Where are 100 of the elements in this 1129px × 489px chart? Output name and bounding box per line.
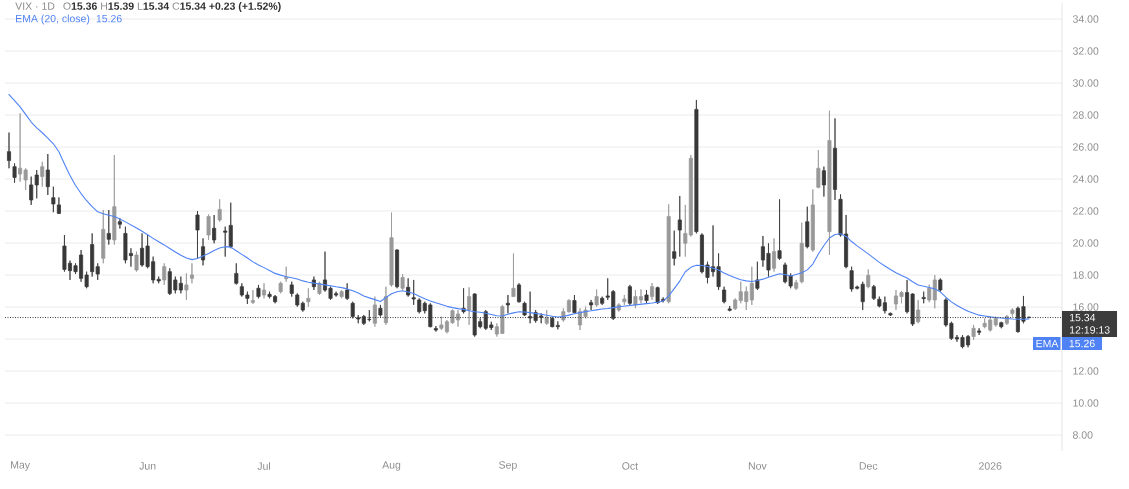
candlestick — [201, 237, 206, 266]
candlestick — [971, 324, 976, 341]
y-tick-label: 20.00 — [1073, 239, 1099, 247]
candlestick — [234, 262, 239, 285]
x-tick-label: Dec — [859, 462, 878, 470]
candlestick — [677, 195, 682, 257]
candlestick — [544, 309, 549, 326]
candlestick — [772, 237, 777, 273]
candlestick — [866, 268, 871, 289]
candlestick — [832, 117, 837, 201]
candlestick — [589, 299, 594, 311]
y-tick-label: 8.00 — [1072, 431, 1093, 439]
text: 15.26 — [1069, 339, 1095, 348]
x-tick-label: Aug — [382, 461, 401, 471]
candlestick — [383, 286, 388, 326]
candlestick — [212, 214, 217, 244]
candlestick — [317, 281, 322, 296]
candlestick — [722, 286, 727, 304]
candlestick — [999, 321, 1004, 329]
candlestick — [400, 273, 405, 291]
candlestick — [206, 213, 211, 241]
candlestick — [195, 210, 200, 259]
candlestick — [594, 288, 599, 308]
candlestick — [162, 262, 167, 286]
candlestick — [134, 251, 139, 273]
candlestick — [345, 282, 350, 301]
x-tick-label: Jun — [139, 462, 156, 470]
candlestick — [306, 287, 311, 308]
candlestick — [733, 297, 738, 311]
candlestick — [250, 289, 255, 305]
candlestick — [339, 289, 344, 299]
annotation: 15.26 — [96, 14, 122, 23]
candlestick — [395, 248, 400, 289]
candlestick — [871, 284, 876, 301]
text: EMA — [1036, 339, 1059, 348]
candlestick — [993, 316, 998, 328]
y-tick-label: 30.00 — [1072, 79, 1099, 87]
candlestick — [505, 294, 510, 314]
candlestick — [694, 99, 699, 234]
y-tick-label: 16.00 — [1073, 303, 1099, 311]
candlestick — [916, 299, 921, 324]
candlestick — [262, 282, 267, 299]
candlestick — [938, 277, 943, 293]
candlestick — [12, 162, 17, 184]
candlestick — [821, 166, 826, 197]
x-tick-label: 2026 — [979, 462, 1002, 470]
candlestick — [644, 289, 649, 304]
candlestick — [433, 325, 438, 333]
text: EMA (20, close) — [16, 14, 90, 25]
candlestick — [106, 209, 111, 245]
y-tick-label: 32.00 — [1072, 47, 1099, 55]
candlestick — [799, 222, 804, 284]
candlestick — [600, 296, 605, 306]
candlestick — [117, 217, 122, 229]
candlestick — [627, 284, 632, 306]
x-tick-label: May — [11, 461, 30, 471]
candlestick — [7, 132, 12, 169]
candlestick — [278, 281, 283, 294]
candlestick — [45, 153, 50, 196]
candlestick — [777, 198, 782, 261]
chart-title: VIX · 1D — [15, 2, 55, 10]
candlestick — [927, 284, 932, 303]
ref-line-label: 15.34 — [1070, 313, 1096, 322]
candlestick — [217, 198, 222, 223]
candlestick — [1010, 307, 1015, 317]
y-tick-label: 12.00 — [1073, 367, 1099, 375]
candlestick — [189, 262, 194, 284]
candlestick — [40, 161, 45, 188]
candlestick — [622, 294, 627, 306]
x-tick-label: Oct — [622, 462, 638, 470]
x-tick-label: Nov — [748, 462, 767, 470]
candlestick — [511, 252, 516, 297]
candlestick — [827, 110, 832, 256]
candlestick — [794, 279, 799, 291]
chart-subtitle: O15.36 H15.39 L15.34 C15.34 +0.23 (+1.52%) — [63, 2, 281, 12]
candlestick — [816, 149, 821, 189]
candlestick — [112, 154, 117, 245]
y-tick-label: 26.00 — [1073, 143, 1099, 151]
candlestick — [517, 282, 522, 304]
candlestick — [650, 282, 655, 301]
x-tick-label: Jul — [257, 462, 271, 470]
candlestick — [805, 206, 810, 249]
y-tick-label: 34.00 — [1072, 15, 1099, 23]
candlestick — [672, 230, 677, 266]
candlestick — [921, 291, 926, 304]
y-tick-label: 24.00 — [1073, 175, 1099, 183]
candlestick — [810, 188, 815, 253]
y-tick-label: 22.00 — [1073, 207, 1099, 215]
candlestick — [977, 327, 982, 336]
x-tick-label: Sep — [499, 461, 517, 471]
candlestick — [655, 286, 660, 305]
candlestick — [372, 296, 377, 328]
candlestick — [184, 272, 189, 301]
candlestick — [389, 212, 394, 288]
y-tick-label: 18.00 — [1073, 271, 1099, 279]
candlestick — [256, 284, 261, 299]
candlestick — [666, 203, 671, 304]
candlestick — [289, 281, 294, 297]
candlestick — [932, 274, 937, 309]
text: 12:19:13 — [1070, 326, 1110, 334]
